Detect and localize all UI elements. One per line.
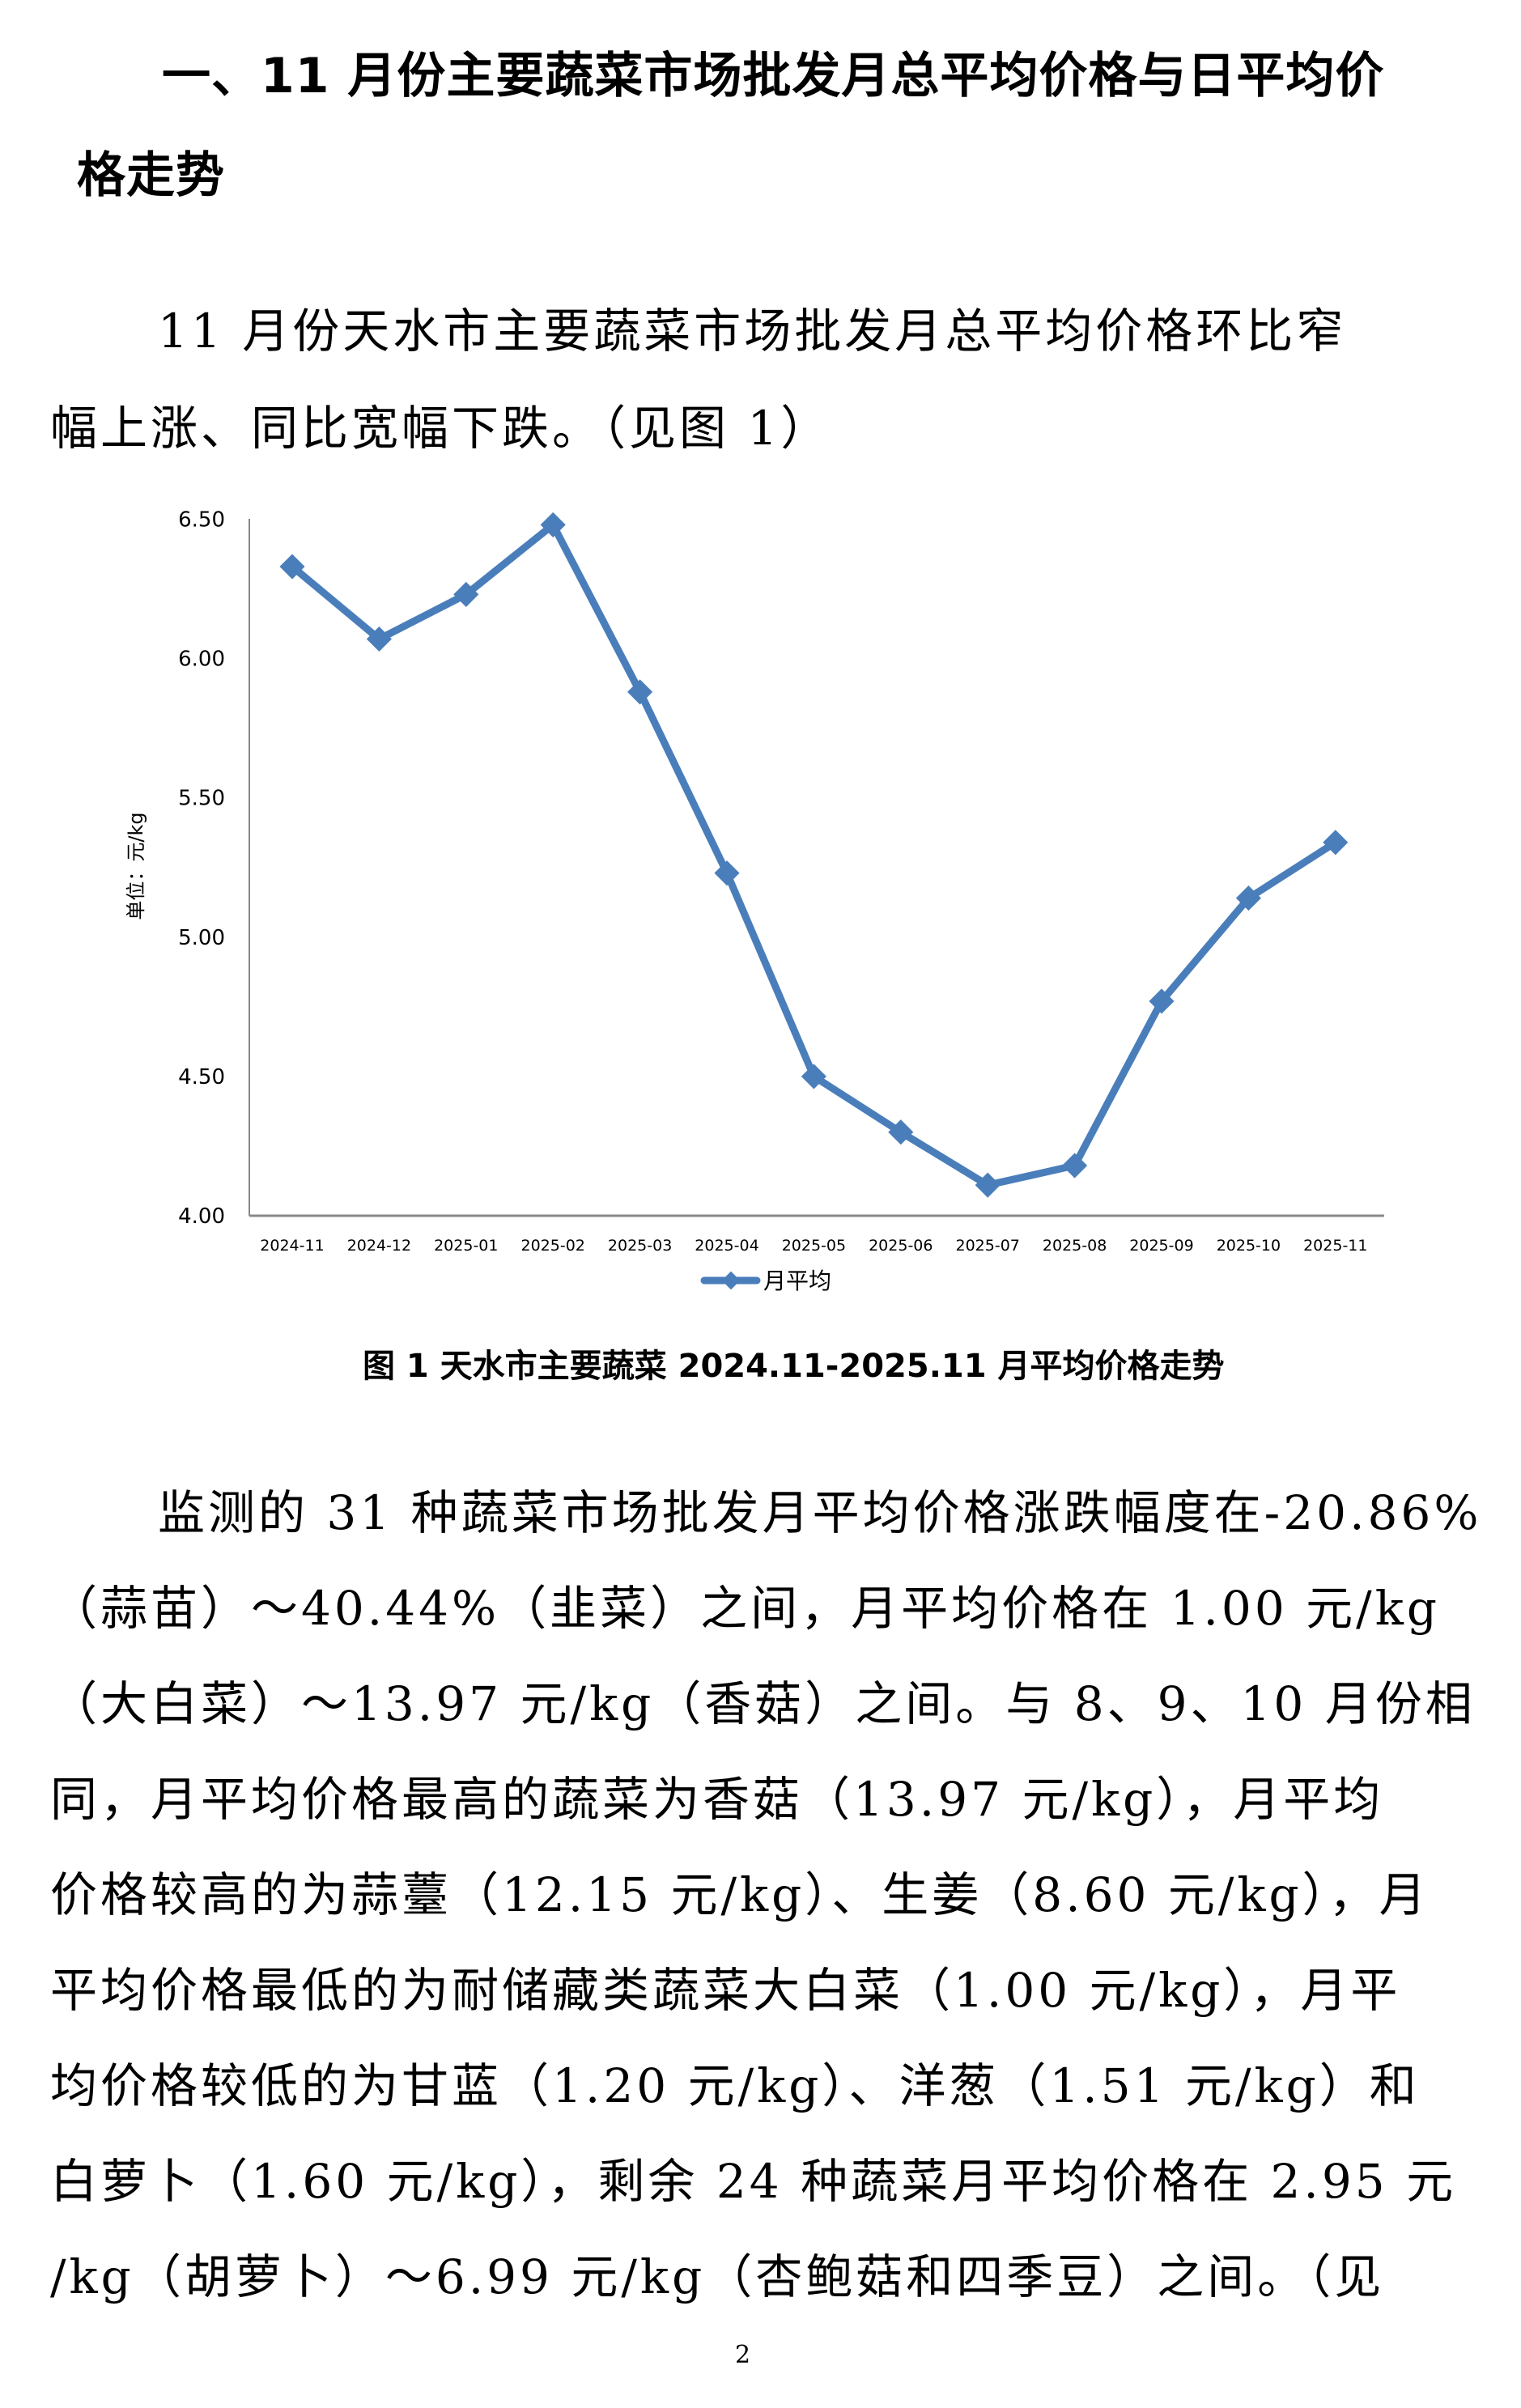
x-tick-label: 2025-01 [434,1237,498,1255]
x-tick-label: 2025-09 [1129,1237,1193,1255]
legend-diamond-icon [721,1271,741,1290]
legend-label: 月平均 [763,1268,831,1294]
x-tick-label: 2025-10 [1217,1237,1281,1255]
analysis-line: 白萝卜（1.60 元/kg），剩余 24 种蔬菜月平均价格在 2.95 元 [50,2154,1457,2209]
x-axis-tick-labels: 2024-11 2024-12 2025-01 2025-02 2025-03 2025-… [260,1237,1367,1255]
data-point-diamond-icon [366,626,392,652]
x-tick-label: 2024-12 [347,1237,411,1255]
x-tick-label: 2025-08 [1043,1237,1107,1255]
y-tick-label: 4.00 [178,1204,225,1229]
legend: 月平均 [700,1268,831,1294]
data-point-diamond-icon [1323,830,1349,856]
line-chart: 4.00 4.50 5.00 5.50 6.00 6.50 单位：元/kg 2024-11… [125,508,1384,1294]
data-point-diamond-icon [279,554,305,580]
data-point-diamond-icon [888,1119,914,1145]
section-heading-line-1: 一、11 月份主要蔬菜市场批发月总平均价格与日平均价 [162,48,1385,104]
y-tick-label: 5.00 [178,926,225,950]
intro-line-1: 11 月份天水市主要蔬菜市场批发月总平均价格环比窄 [158,304,1347,359]
x-tick-label: 2025-04 [695,1237,758,1255]
analysis-line: （大白菜）～13.97 元/kg（香菇）之间。与 8、9、10 月份相 [50,1676,1476,1731]
data-point-diamond-icon [975,1172,1001,1198]
y-axis-tick-labels: 4.00 4.50 5.00 5.50 6.00 6.50 [178,508,225,1229]
analysis-line: 均价格较低的为甘蓝（1.20 元/kg）、洋葱（1.51 元/kg）和 [50,2058,1420,2113]
x-tick-label: 2025-07 [956,1237,1020,1255]
data-point-diamond-icon [1235,885,1261,911]
data-point-diamond-icon [1062,1153,1088,1179]
x-tick-label: 2025-05 [782,1237,846,1255]
section-heading-line-2: 格走势 [77,147,225,204]
y-tick-label: 6.50 [178,508,225,533]
data-point-diamond-icon [1149,988,1175,1014]
data-point-diamond-icon [627,679,653,705]
series-markers [279,512,1349,1198]
x-tick-label: 2025-03 [608,1237,672,1255]
analysis-line: 平均价格最低的为耐储藏类蔬菜大白菜（1.00 元/kg），月平 [50,1963,1401,2018]
x-tick-label: 2025-06 [869,1237,933,1255]
figure-caption: 图 1 天水市主要蔬菜 2024.11-2025.11 月平均价格走势 [363,1348,1225,1385]
analysis-line: （蒜苗）～40.44%（韭菜）之间，月平均价格在 1.00 元/kg [50,1581,1440,1636]
page-number: 2 [735,2341,751,2369]
analysis-line: 价格较高的为蒜薹（12.15 元/kg）、生姜（8.60 元/kg），月 [50,1867,1430,1922]
data-point-diamond-icon [714,860,740,886]
y-tick-label: 6.00 [178,648,225,672]
analysis-line: 同，月平均价格最高的蔬菜为香菇（13.97 元/kg），月平均 [50,1772,1384,1827]
y-tick-label: 4.50 [178,1065,225,1089]
y-tick-label: 5.50 [178,787,225,811]
x-tick-label: 2024-11 [260,1237,324,1255]
analysis-line: 监测的 31 种蔬菜市场批发月平均价格涨跌幅度在-20.86% [158,1485,1482,1540]
analysis-line: /kg（胡萝卜）～6.99 元/kg（杏鲍菇和四季豆）之间。（见 [50,2249,1385,2304]
y-axis-label: 单位：元/kg [125,812,147,919]
intro-line-2: 幅上涨、同比宽幅下跌。（见图 1） [50,401,831,456]
x-tick-label: 2025-11 [1303,1237,1367,1255]
x-tick-label: 2025-02 [521,1237,585,1255]
